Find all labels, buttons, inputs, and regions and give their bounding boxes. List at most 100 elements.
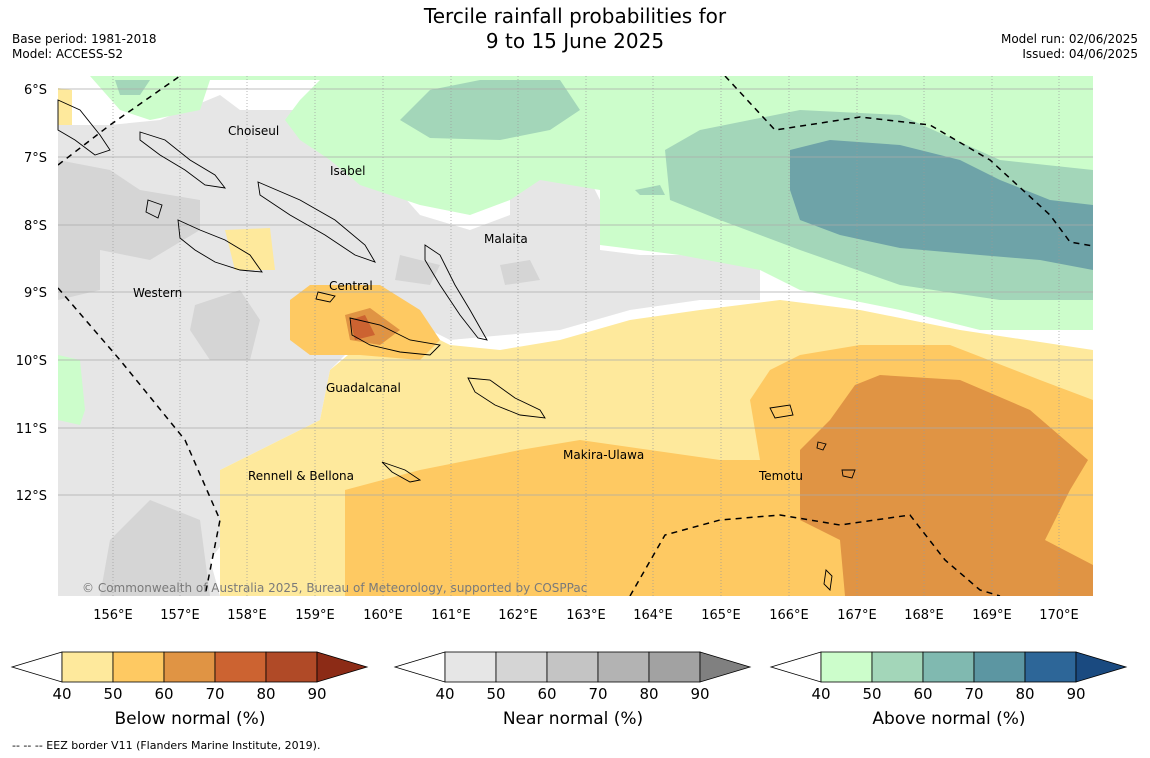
below-normal-region-70 xyxy=(800,375,1093,596)
lat-label: 10°S xyxy=(16,354,47,369)
lat-label: 11°S xyxy=(16,422,47,437)
below-normal-region-50-north xyxy=(58,88,275,270)
colorbar-below-swatch xyxy=(214,651,267,683)
lon-label: 166°E xyxy=(769,608,809,623)
label-guadalcanal: Guadalcanal xyxy=(326,381,401,395)
lon-label: 158°E xyxy=(227,608,267,623)
colorbar-near-high-arrow xyxy=(699,651,752,683)
colorbar-near-tick-label: 60 xyxy=(537,685,556,703)
lat-label: 12°S xyxy=(16,489,47,504)
colorbar-below-tick-label: 90 xyxy=(307,685,326,703)
guadalcanal-island xyxy=(349,317,441,356)
map-copyright: © Commonwealth of Australia 2025, Bureau… xyxy=(82,581,587,595)
above-normal-region-core xyxy=(790,140,1093,270)
lat-label: 9°S xyxy=(24,286,47,301)
label-malaita: Malaita xyxy=(484,232,528,246)
lat-label: 8°S xyxy=(24,219,47,234)
choiseul-island xyxy=(139,131,227,189)
label-central: Central xyxy=(329,279,373,293)
colorbar-above-low-arrow xyxy=(769,651,822,683)
colorbar-near-swatch xyxy=(495,651,548,683)
colorbar-above-tick-label: 50 xyxy=(862,685,881,703)
label-isabel: Isabel xyxy=(330,164,365,178)
meta-left: Base period: 1981-2018 Model: ACCESS-S2 xyxy=(12,32,157,62)
rennell-island xyxy=(381,461,422,483)
colorbar-above-swatch xyxy=(973,651,1026,683)
bougainville-coast xyxy=(57,99,111,156)
label-choiseul: Choiseul xyxy=(228,124,279,138)
colorbar-above-swatch xyxy=(1024,651,1077,683)
colorbar-below-tick-label: 40 xyxy=(52,685,71,703)
colorbar-below-swatch xyxy=(112,651,165,683)
lat-label: 7°S xyxy=(24,151,47,166)
colorbar-near-swatch xyxy=(444,651,497,683)
latitude-lines xyxy=(58,88,1093,496)
title-line-1: Tercile rainfall probabilities for xyxy=(423,4,727,28)
colorbar-below-tick-label: 80 xyxy=(256,685,275,703)
eez-borders xyxy=(58,76,1093,596)
isabel-island xyxy=(257,181,377,263)
colorbar-near-tick-label: 80 xyxy=(639,685,658,703)
colorbar-near-normal: 40 50 60 70 80 90 xyxy=(393,651,752,703)
colorbar-below-high-arrow xyxy=(316,651,369,683)
lon-label: 163°E xyxy=(566,608,606,623)
colorbar-above-title: Above normal (%) xyxy=(872,709,1026,729)
lon-label: 169°E xyxy=(972,608,1012,623)
colorbar-above-swatch xyxy=(871,651,924,683)
label-western: Western xyxy=(133,286,182,300)
colorbar-near-tick-label: 40 xyxy=(435,685,454,703)
colorbar-above-tick-label: 80 xyxy=(1015,685,1034,703)
near-normal-region-darker xyxy=(58,160,540,596)
colorbar-above-tick-label: 70 xyxy=(964,685,983,703)
colorbar-below-tick-label: 70 xyxy=(205,685,224,703)
near-normal-region-west xyxy=(58,95,760,596)
lon-label: 162°E xyxy=(498,608,538,623)
colorbar-above-high-arrow xyxy=(1075,651,1128,683)
title-line-2: 9 to 15 June 2025 xyxy=(485,29,665,53)
lon-label: 161°E xyxy=(431,608,471,623)
colorbar-near-title: Near normal (%) xyxy=(502,709,644,729)
colorbar-near-swatch xyxy=(546,651,599,683)
probability-shading xyxy=(58,76,1093,596)
colorbar-below-normal: 40 50 60 70 80 90 xyxy=(10,651,369,703)
lon-label: 164°E xyxy=(633,608,673,623)
lon-label: 168°E xyxy=(904,608,944,623)
colorbar-above-tick-label: 40 xyxy=(811,685,830,703)
santa-cruz-island xyxy=(769,404,794,419)
colorbar-near-swatch xyxy=(597,651,650,683)
temotu-small-islands xyxy=(823,569,833,591)
lon-label: 165°E xyxy=(701,608,741,623)
lat-label: 6°S xyxy=(24,83,47,98)
colorbar-below-low-arrow xyxy=(10,651,63,683)
above-normal-region-mid xyxy=(115,80,1093,300)
utupua-island xyxy=(816,441,827,451)
meta-right: Model run: 02/06/2025 Issued: 04/06/2025 xyxy=(1001,32,1138,62)
colorbar-above-tick-label: 60 xyxy=(913,685,932,703)
colorbar-below-title: Below normal (%) xyxy=(114,709,266,729)
base-period: Base period: 1981-2018 xyxy=(12,32,157,46)
colorbar-above-swatch xyxy=(922,651,975,683)
colorbar-near-low-arrow xyxy=(393,651,446,683)
colorbar-below-swatch xyxy=(265,651,318,683)
map-title: Tercile rainfall probabilities for 9 to … xyxy=(0,4,1150,54)
eez-footnote: -- -- -- EEZ border V11 (Flanders Marine… xyxy=(12,739,321,752)
new-georgia-island xyxy=(177,219,263,273)
colorbar-below-swatch xyxy=(61,651,114,683)
colorbar-above-swatch xyxy=(820,651,873,683)
lon-axis-labels: 156°E 157°E 158°E 159°E 160°E 161°E 162°… xyxy=(93,608,1079,623)
malaita-island xyxy=(424,244,488,341)
above-normal-region-sw xyxy=(58,355,85,425)
lon-label: 157°E xyxy=(160,608,200,623)
shortland-island xyxy=(145,199,163,219)
vanikoro-island xyxy=(841,469,856,479)
colorbar-near-tick-label: 50 xyxy=(486,685,505,703)
label-makira: Makira-Ulawa xyxy=(563,448,644,462)
below-normal-region-80 xyxy=(350,315,375,340)
region-labels: Choiseul Isabel Malaita Western Central … xyxy=(133,124,803,483)
coastlines xyxy=(57,99,856,591)
colorbar-near-tick-label: 90 xyxy=(690,685,709,703)
colorbar-above-normal: 40 50 60 70 80 90 xyxy=(769,651,1128,703)
colorbar-above-tick-label: 90 xyxy=(1066,685,1085,703)
lon-label: 167°E xyxy=(837,608,877,623)
